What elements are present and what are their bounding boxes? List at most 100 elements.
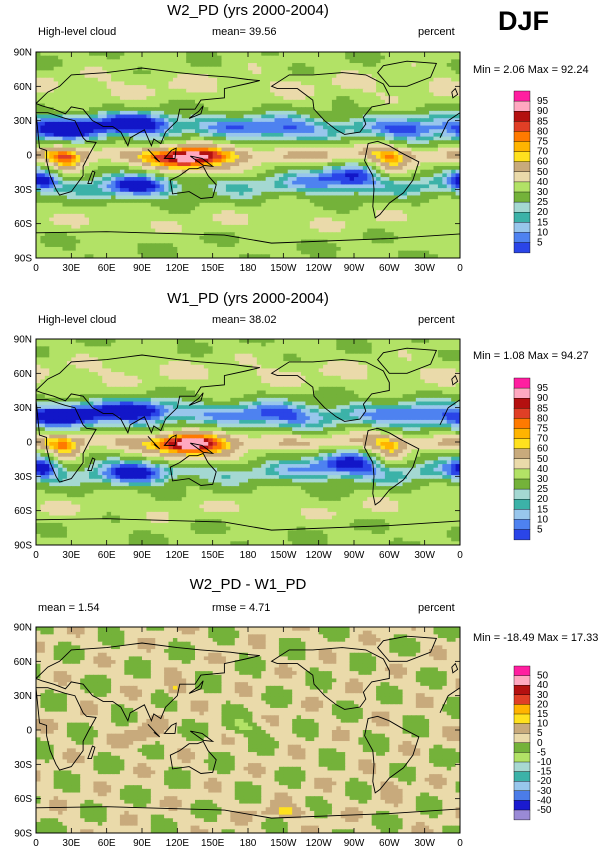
- field-cell: [270, 239, 276, 244]
- field-cell: [150, 180, 156, 186]
- field-cell: [331, 202, 337, 208]
- field-cell: [455, 191, 460, 197]
- field-cell: [168, 195, 174, 200]
- field-cell: [309, 59, 315, 64]
- field-cell: [199, 169, 205, 174]
- field-cell: [455, 169, 460, 174]
- field-cell: [44, 199, 50, 204]
- field-cell: [44, 155, 50, 160]
- field-cell: [243, 195, 249, 200]
- field-cell: [239, 59, 245, 64]
- field-cell: [389, 228, 395, 233]
- field-cell: [168, 166, 174, 171]
- field-cell: [376, 206, 382, 211]
- field-cell: [243, 70, 249, 75]
- field-cell: [133, 52, 139, 57]
- field-cell: [283, 202, 289, 208]
- field-cell: [58, 107, 64, 112]
- field-cell: [345, 210, 351, 215]
- field-cell: [124, 151, 130, 156]
- field-cell: [292, 158, 298, 163]
- field-cell: [376, 221, 382, 226]
- field-cell: [199, 132, 205, 138]
- field-cell: [265, 206, 271, 211]
- field-cell: [442, 114, 448, 119]
- field-cell: [93, 59, 99, 64]
- field-cell: [142, 224, 148, 230]
- field-cell: [367, 151, 373, 156]
- field-cell: [446, 114, 452, 119]
- field-cell: [349, 92, 355, 97]
- field-cell: [362, 217, 368, 222]
- field-cell: [93, 191, 99, 197]
- field-cell: [137, 188, 143, 193]
- field-cell: [111, 169, 117, 174]
- field-cell: [128, 191, 134, 197]
- field-cell: [36, 59, 42, 64]
- field-cell: [111, 74, 117, 79]
- field-cell: [367, 81, 373, 86]
- field-cell: [93, 85, 99, 90]
- field-cell: [181, 235, 187, 241]
- field-cell: [331, 195, 337, 200]
- field-cell: [133, 221, 139, 226]
- field-cell: [172, 169, 178, 174]
- field-cell: [265, 74, 271, 79]
- field-cell: [181, 125, 187, 130]
- field-cell: [62, 228, 68, 233]
- field-cell: [451, 63, 457, 68]
- field-cell: [212, 66, 218, 71]
- field-cell: [234, 232, 240, 237]
- field-cell: [393, 70, 399, 75]
- field-cell: [230, 232, 236, 237]
- field-cell: [429, 151, 435, 156]
- field-cell: [309, 180, 315, 186]
- field-cell: [296, 188, 302, 193]
- field-cell: [177, 110, 183, 116]
- field-cell: [270, 70, 276, 75]
- field-cell: [389, 85, 395, 90]
- field-cell: [150, 96, 156, 101]
- field-cell: [389, 224, 395, 230]
- field-cell: [195, 180, 201, 186]
- field-cell: [354, 177, 360, 182]
- field-cell: [208, 59, 214, 64]
- field-cell: [66, 55, 72, 60]
- field-cell: [155, 177, 161, 182]
- field-cell: [172, 221, 178, 226]
- field-cell: [75, 103, 81, 108]
- field-cell: [446, 103, 452, 108]
- field-cell: [203, 191, 209, 197]
- field-cell: [270, 110, 276, 116]
- field-cell: [274, 151, 280, 156]
- field-cell: [53, 151, 59, 156]
- field-cell: [225, 195, 231, 200]
- field-cell: [367, 235, 373, 241]
- field-cell: [159, 221, 165, 226]
- field-cell: [137, 206, 143, 211]
- field-cell: [314, 99, 320, 105]
- field-cell: [305, 81, 311, 86]
- field-cell: [292, 143, 298, 149]
- field-cell: [142, 147, 148, 152]
- field-cell: [186, 155, 192, 160]
- field-cell: [243, 191, 249, 197]
- field-cell: [429, 224, 435, 230]
- field-cell: [36, 63, 42, 68]
- field-cell: [376, 180, 382, 186]
- field-cell: [93, 114, 99, 119]
- field-cell: [420, 239, 426, 244]
- field-cell: [44, 188, 50, 193]
- field-cell: [234, 199, 240, 204]
- field-cell: [270, 213, 276, 219]
- field-cell: [208, 114, 214, 119]
- field-cell: [44, 158, 50, 163]
- field-cell: [155, 162, 161, 167]
- field-cell: [354, 114, 360, 119]
- field-cell: [234, 63, 240, 68]
- field-cell: [296, 206, 302, 211]
- field-cell: [168, 239, 174, 244]
- field-cell: [420, 147, 426, 152]
- field-cell: [296, 228, 302, 233]
- field-cell: [75, 85, 81, 90]
